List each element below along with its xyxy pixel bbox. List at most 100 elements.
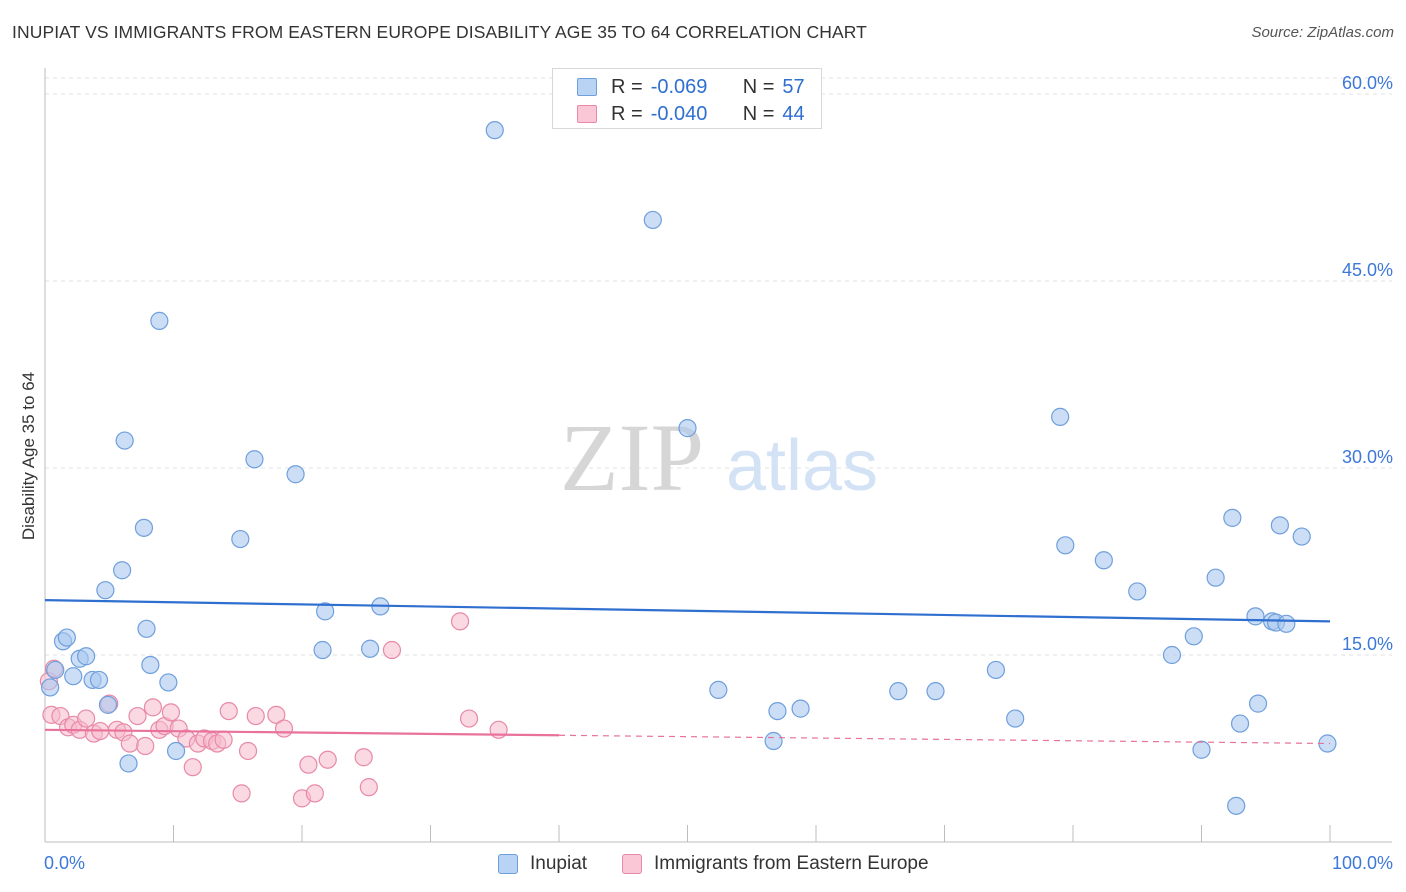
source-credit: Source: ZipAtlas.com bbox=[1251, 24, 1394, 41]
data-point-eastern-europe bbox=[238, 741, 258, 761]
data-point-inupiat bbox=[1094, 551, 1113, 570]
correlation-legend: R = -0.069 N = 57 R = -0.040 N = 44 bbox=[552, 68, 822, 129]
data-point-inupiat bbox=[986, 660, 1006, 680]
data-point-inupiat bbox=[1206, 568, 1225, 587]
series-inupiat-points bbox=[41, 121, 1337, 815]
legend-row-inupiat: R = -0.069 N = 57 bbox=[577, 75, 805, 99]
r-label: R = bbox=[611, 75, 643, 98]
n-label: N = bbox=[742, 75, 775, 98]
n-value: 57 bbox=[782, 75, 805, 98]
legend-label-inupiat: Inupiat bbox=[530, 853, 588, 874]
data-point-inupiat bbox=[96, 581, 115, 600]
data-point-eastern-europe bbox=[318, 750, 337, 769]
data-point-inupiat bbox=[1270, 516, 1289, 535]
data-point-inupiat bbox=[485, 121, 504, 140]
x-tick-label: 100.0% bbox=[1332, 853, 1393, 873]
data-point-inupiat bbox=[313, 640, 332, 660]
data-point-eastern-europe bbox=[354, 748, 373, 767]
data-point-eastern-europe bbox=[232, 784, 251, 803]
data-point-inupiat bbox=[89, 670, 109, 690]
data-point-inupiat bbox=[1277, 614, 1296, 633]
x-tick-label: 0.0% bbox=[44, 853, 85, 873]
trend-line-inupiat bbox=[44, 599, 1331, 623]
n-label: N = bbox=[742, 102, 775, 125]
legend-item-eastern-europe: Immigrants from Eastern Europe bbox=[622, 850, 929, 878]
data-point-inupiat bbox=[134, 518, 154, 537]
data-point-inupiat bbox=[678, 419, 697, 438]
inupiat-swatch bbox=[577, 78, 597, 96]
y-tick-label: 15.0% bbox=[1342, 634, 1393, 654]
data-point-inupiat bbox=[643, 210, 662, 230]
data-point-inupiat bbox=[1162, 645, 1182, 665]
y-tick-label: 60.0% bbox=[1342, 73, 1393, 93]
data-point-inupiat bbox=[1248, 694, 1268, 713]
tick-labels: 15.0% 30.0% 45.0% 60.0% 0.0% 100.0% bbox=[44, 73, 1393, 873]
legend-item-inupiat: Inupiat bbox=[498, 850, 587, 878]
data-point-inupiat bbox=[1192, 740, 1211, 759]
trend-line-eastern-europe-extension bbox=[558, 734, 1331, 745]
legend-row-eastern-europe: R = -0.040 N = 44 bbox=[577, 102, 805, 126]
data-point-eastern-europe bbox=[161, 703, 181, 722]
eastern-europe-legend-swatch bbox=[622, 854, 642, 874]
data-point-inupiat bbox=[764, 731, 783, 751]
data-point-eastern-europe bbox=[128, 706, 147, 726]
data-point-inupiat bbox=[1223, 508, 1242, 527]
data-point-eastern-europe bbox=[214, 730, 233, 749]
data-point-inupiat bbox=[77, 647, 96, 666]
inupiat-legend-swatch bbox=[498, 854, 518, 874]
legend-label-eastern-europe: Immigrants from Eastern Europe bbox=[654, 853, 929, 874]
data-point-inupiat bbox=[159, 673, 178, 692]
data-point-inupiat bbox=[768, 701, 787, 721]
data-point-inupiat bbox=[889, 682, 908, 701]
y-tick-label: 30.0% bbox=[1342, 447, 1393, 467]
data-point-inupiat bbox=[1227, 796, 1246, 815]
data-point-eastern-europe bbox=[77, 709, 96, 728]
data-point-eastern-europe bbox=[459, 709, 479, 728]
r-value: -0.040 bbox=[650, 102, 708, 125]
data-point-inupiat bbox=[57, 628, 76, 647]
data-point-inupiat bbox=[926, 682, 945, 701]
watermark-atlas: atlas bbox=[726, 426, 878, 506]
data-point-eastern-europe bbox=[299, 755, 318, 774]
data-point-inupiat bbox=[64, 667, 83, 686]
data-point-inupiat bbox=[119, 754, 138, 773]
data-point-inupiat bbox=[361, 639, 380, 658]
eastern-europe-swatch bbox=[577, 105, 597, 123]
grid-lines bbox=[45, 77, 1392, 656]
data-point-inupiat bbox=[709, 680, 728, 700]
r-value: -0.069 bbox=[650, 75, 708, 98]
data-point-inupiat bbox=[137, 619, 156, 638]
r-label: R = bbox=[611, 102, 643, 125]
data-point-inupiat bbox=[1246, 607, 1265, 626]
data-point-inupiat bbox=[1184, 627, 1203, 646]
series-legend: Inupiat Immigrants from Eastern Europe bbox=[0, 850, 1406, 878]
data-point-eastern-europe bbox=[120, 734, 139, 753]
n-value: 44 bbox=[782, 102, 805, 125]
data-point-eastern-europe bbox=[136, 736, 155, 756]
data-point-eastern-europe bbox=[274, 719, 294, 738]
data-point-inupiat bbox=[150, 311, 169, 330]
watermark-zip: ZIP bbox=[560, 404, 704, 511]
data-point-inupiat bbox=[1292, 527, 1311, 546]
data-point-inupiat bbox=[791, 699, 810, 718]
data-point-inupiat bbox=[98, 695, 118, 714]
data-point-eastern-europe bbox=[267, 705, 286, 724]
data-point-inupiat bbox=[112, 561, 132, 580]
data-point-inupiat bbox=[1128, 582, 1147, 601]
data-point-inupiat bbox=[1051, 407, 1070, 426]
chart-title: INUPIAT VS IMMIGRANTS FROM EASTERN EUROP… bbox=[12, 22, 867, 42]
y-tick-label: 45.0% bbox=[1342, 260, 1393, 280]
data-point-inupiat bbox=[41, 678, 60, 697]
data-point-inupiat bbox=[1006, 709, 1025, 728]
data-point-inupiat bbox=[286, 465, 305, 484]
trend-lines bbox=[44, 599, 1331, 745]
data-point-eastern-europe bbox=[382, 640, 402, 660]
data-point-eastern-europe bbox=[450, 612, 470, 631]
data-point-eastern-europe bbox=[219, 701, 238, 721]
data-point-inupiat bbox=[166, 741, 186, 761]
data-point-inupiat bbox=[1230, 714, 1250, 733]
data-point-inupiat bbox=[316, 602, 335, 621]
data-point-eastern-europe bbox=[143, 698, 163, 717]
data-point-eastern-europe bbox=[183, 758, 202, 777]
